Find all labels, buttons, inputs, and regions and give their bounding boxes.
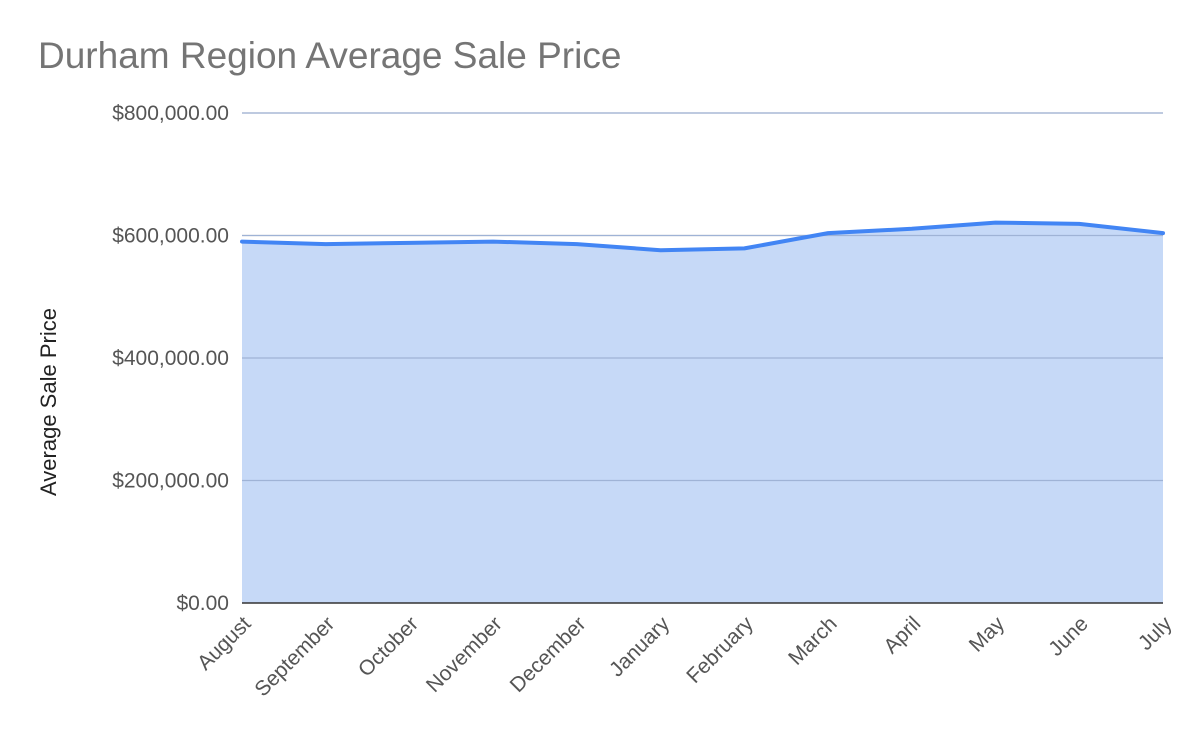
data-point-april <box>910 227 914 231</box>
y-tick-label: $400,000.00 <box>112 347 229 370</box>
x-tick-label: June <box>1044 612 1092 660</box>
data-point-january <box>659 248 663 252</box>
series-line <box>240 220 1165 253</box>
data-point-july <box>1161 231 1165 235</box>
x-tick-label: October <box>354 612 423 681</box>
data-point-october <box>407 241 411 245</box>
y-axis: $0.00 $200,000.00 $400,000.00 $600,000.00 $8… <box>112 102 229 615</box>
data-point-june <box>1077 222 1081 226</box>
plot-area <box>240 112 1165 604</box>
x-tick-label: August <box>193 612 256 675</box>
data-point-february <box>742 246 746 250</box>
x-tick-label: September <box>250 612 339 701</box>
chart-title: Durham Region Average Sale Price <box>38 35 621 76</box>
data-point-november <box>491 240 495 244</box>
data-point-august <box>240 240 244 244</box>
y-tick-label: $200,000.00 <box>112 470 229 493</box>
x-tick-label: May <box>965 612 1010 657</box>
x-tick-label: November <box>422 612 507 697</box>
y-tick-label: $600,000.00 <box>112 225 229 248</box>
x-tick-label: July <box>1134 612 1177 655</box>
data-point-december <box>575 242 579 246</box>
y-tick-label: $800,000.00 <box>112 102 229 125</box>
x-tick-label: January <box>605 612 674 681</box>
data-point-may <box>994 221 998 225</box>
y-tick-label: $0.00 <box>176 592 229 615</box>
x-tick-label: February <box>682 612 758 688</box>
data-point-september <box>324 242 328 246</box>
x-tick-label: March <box>784 612 842 670</box>
x-tick-label: December <box>506 612 591 697</box>
series-area-fill <box>242 222 1163 603</box>
x-tick-label: April <box>879 612 925 658</box>
y-axis-title: Average Sale Price <box>36 308 61 496</box>
data-point-march <box>826 231 830 235</box>
